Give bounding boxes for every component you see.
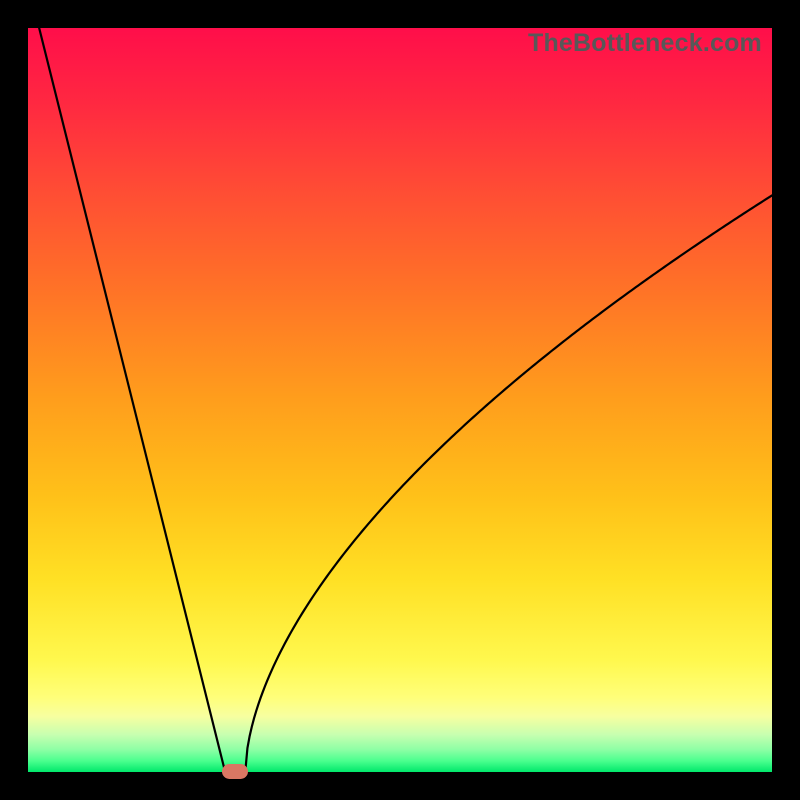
chart-frame: TheBottleneck.com [0,0,800,800]
watermark-text: TheBottleneck.com [528,29,762,58]
plot-area [28,28,772,772]
bottleneck-curve [28,28,772,772]
minimum-marker [222,764,248,779]
